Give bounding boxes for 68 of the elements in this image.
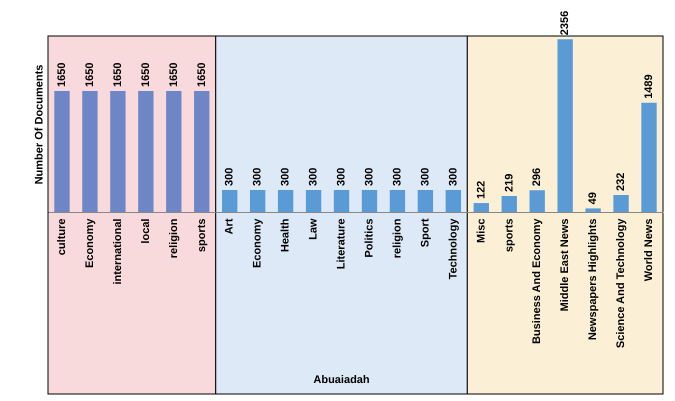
x-tick-label: local — [140, 218, 152, 244]
data-label: 300 — [224, 168, 236, 186]
data-label: 1489 — [643, 74, 656, 99]
data-label: 1650 — [84, 62, 96, 87]
x-tick-label: Sport — [419, 218, 432, 248]
bar — [250, 190, 266, 212]
data-label: 1650 — [168, 62, 180, 87]
x-tick-label: Misc — [475, 218, 488, 243]
data-label: 300 — [308, 168, 320, 186]
x-tick-label: sports — [196, 218, 208, 252]
x-tick-label: World News — [643, 218, 656, 282]
data-label: 1650 — [56, 62, 68, 87]
x-tick-label: Art — [224, 218, 236, 234]
data-label: 232 — [615, 172, 628, 191]
bar — [54, 91, 70, 212]
bar — [334, 190, 350, 212]
bar — [222, 190, 238, 212]
x-tick-label: Business And Economy — [531, 218, 544, 344]
bar — [166, 91, 182, 212]
x-tick-label: Literature — [336, 218, 348, 270]
bar — [474, 203, 489, 212]
bar — [613, 194, 629, 212]
x-tick-label: Science And Technology — [615, 218, 628, 348]
data-label: 1650 — [112, 62, 124, 87]
x-tick-label: culture — [56, 218, 68, 256]
bar — [110, 91, 126, 212]
data-label: 2356 — [559, 10, 572, 36]
data-label: 300 — [419, 168, 432, 186]
bar — [418, 190, 434, 212]
bar — [502, 196, 517, 212]
x-tick-label: Economy — [252, 218, 264, 268]
data-label: 122 — [475, 180, 488, 200]
bar — [390, 190, 406, 212]
x-tick-label: Economy — [84, 218, 96, 268]
data-label: 300 — [280, 168, 292, 186]
x-tick-label: Health — [280, 218, 292, 252]
bar — [585, 208, 601, 212]
bar — [278, 190, 294, 212]
bar — [362, 190, 378, 212]
bar — [306, 190, 322, 212]
data-label: 300 — [252, 168, 264, 186]
data-label: 219 — [503, 174, 516, 192]
x-tick-label: Middle East News — [559, 218, 572, 312]
bar — [557, 39, 573, 212]
y-axis-title: Number Of Documents — [34, 64, 46, 184]
data-label: 300 — [363, 168, 376, 186]
x-tick-label: religion — [391, 218, 404, 258]
data-label: 300 — [447, 168, 460, 186]
bar — [82, 91, 98, 212]
x-tick-label: sports — [503, 218, 516, 252]
data-label: 49 — [587, 192, 600, 204]
data-label: 1650 — [140, 62, 152, 87]
x-tick-label: Newspapers Highlights — [587, 218, 600, 340]
bar — [530, 190, 545, 212]
band-label: Abuaiadah — [313, 374, 370, 386]
bar — [446, 190, 462, 212]
x-tick-label: Technology — [447, 218, 460, 280]
data-label: 296 — [531, 168, 544, 186]
bar — [138, 91, 154, 212]
data-label: 300 — [336, 168, 348, 186]
bar — [194, 91, 210, 212]
x-tick-label: Politics — [363, 218, 376, 258]
x-tick-label: religion — [168, 218, 180, 258]
bar — [641, 102, 657, 212]
x-tick-label: international — [112, 218, 124, 285]
data-label: 1650 — [196, 62, 208, 87]
data-label: 300 — [391, 168, 404, 186]
x-tick-label: Law — [308, 218, 320, 240]
